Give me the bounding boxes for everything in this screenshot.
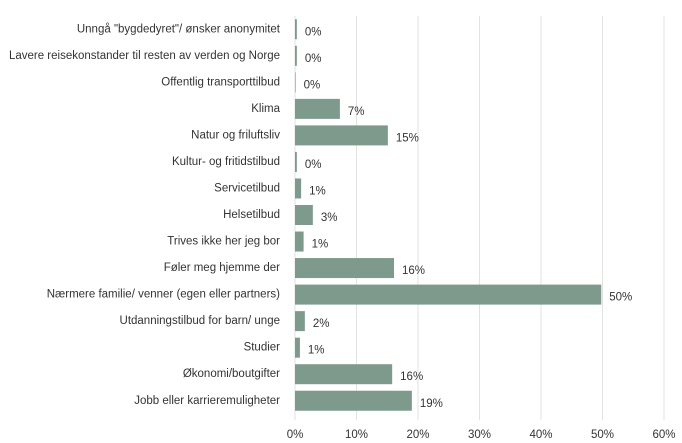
bar	[295, 231, 304, 252]
y-tick-label: Helsetilbud	[223, 209, 280, 221]
bar	[295, 98, 340, 119]
value-label: 16%	[400, 371, 423, 383]
bar	[295, 284, 602, 305]
bar	[295, 72, 296, 93]
y-tick-label: Servicetilbud	[214, 182, 280, 194]
value-label: 0%	[305, 53, 322, 65]
y-tick-label: Studier	[244, 342, 281, 354]
value-label: 0%	[305, 26, 322, 38]
y-tick-label: Klima	[251, 103, 280, 115]
bar	[295, 125, 388, 146]
value-label: 0%	[305, 159, 322, 171]
bar	[295, 390, 412, 411]
value-label: 1%	[312, 239, 329, 251]
x-tick-label: 40%	[529, 429, 552, 441]
x-tick-label: 30%	[468, 429, 491, 441]
bar	[295, 151, 297, 172]
bar	[295, 19, 297, 40]
bar	[295, 45, 297, 66]
y-tick-label: Føler meg hjemme der	[164, 262, 280, 274]
x-tick-label: 20%	[406, 429, 429, 441]
bar	[295, 337, 300, 358]
x-tick-label: 60%	[652, 429, 675, 441]
value-label: 3%	[321, 212, 338, 224]
x-tick-label: 10%	[345, 429, 368, 441]
value-label: 0%	[304, 79, 321, 91]
y-tick-label: Trives ikke her jeg bor	[167, 236, 280, 248]
bar	[295, 178, 302, 199]
y-tick-label: Offentlig transporttilbud	[161, 76, 280, 88]
y-tick-label: Natur og friluftsliv	[191, 129, 280, 141]
value-label: 15%	[396, 132, 419, 144]
bar	[295, 311, 305, 332]
value-label: 50%	[609, 292, 632, 304]
y-tick-label: Lavere reisekonstander til resten av ver…	[9, 50, 280, 62]
x-tick-label: 50%	[591, 429, 614, 441]
value-label: 2%	[313, 318, 330, 330]
bar	[295, 258, 395, 279]
bar	[295, 364, 393, 385]
value-label: 16%	[402, 265, 425, 277]
x-tick-label: 0%	[287, 429, 304, 441]
y-tick-label: Kultur- og fritidstilbud	[172, 156, 280, 168]
bar	[295, 205, 313, 225]
y-tick-label: Unngå "bygdedyret"/ ønsker anonymitet	[77, 23, 281, 35]
value-label: 1%	[308, 345, 325, 357]
y-tick-label: Utdanningstilbud for barn/ unge	[120, 315, 280, 327]
value-label: 1%	[309, 185, 326, 197]
y-tick-label: Nærmere familie/ venner (egen eller part…	[47, 289, 280, 301]
value-label: 19%	[420, 398, 443, 410]
y-tick-label: Økonomi/boutgifter	[183, 368, 280, 380]
y-tick-label: Jobb eller karrieremuligheter	[134, 395, 280, 407]
value-label: 7%	[348, 106, 365, 118]
